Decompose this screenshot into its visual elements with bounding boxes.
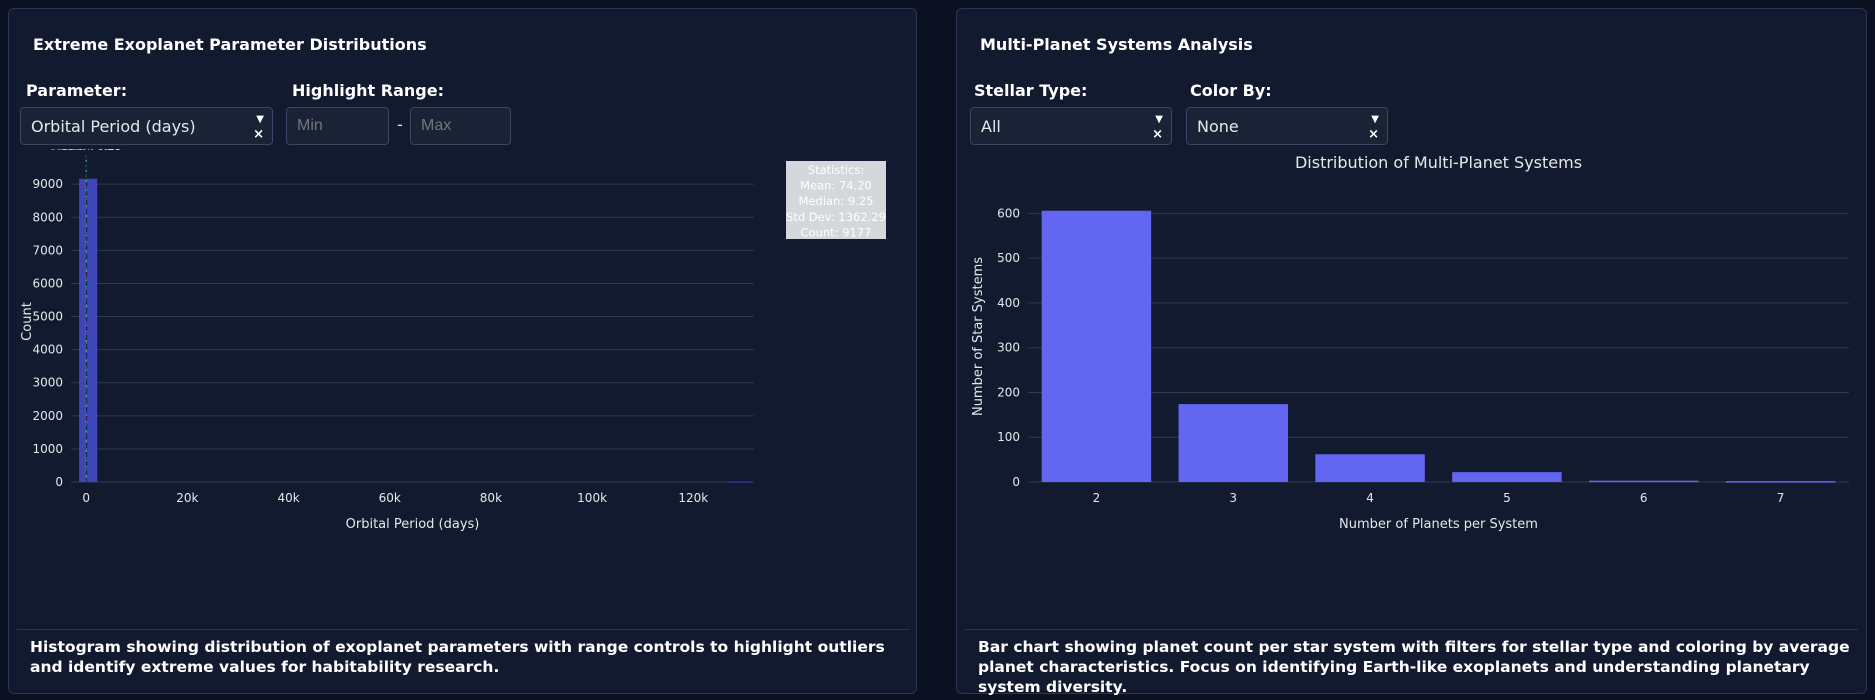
y-tick-label: 2000 — [32, 409, 63, 423]
mean-label: Mean: 74.20 — [52, 149, 121, 153]
clear-x-icon[interactable]: × — [1368, 127, 1379, 142]
x-tick-label: 2 — [1093, 491, 1101, 505]
histogram-bar — [79, 178, 98, 482]
x-tick-label: 80k — [480, 491, 502, 505]
caption-divider — [965, 629, 1858, 630]
panel-title: Multi-Planet Systems Analysis — [980, 35, 1253, 54]
y-tick-label: 300 — [997, 341, 1020, 355]
panel-title: Extreme Exoplanet Parameter Distribution… — [33, 35, 427, 54]
y-tick-label: 400 — [997, 296, 1020, 310]
y-axis-title: Count — [20, 302, 35, 341]
y-tick-label: 5000 — [32, 310, 63, 324]
bar — [1315, 454, 1425, 482]
statistics-line: Count: 9177 — [801, 225, 872, 239]
x-tick-label: 7 — [1777, 491, 1785, 505]
parameter-distribution-panel: Extreme Exoplanet Parameter Distribution… — [8, 8, 917, 694]
bar — [1041, 210, 1152, 482]
caret-down-icon[interactable]: ▼ — [256, 114, 264, 125]
y-axis-title: Number of Star Systems — [971, 257, 986, 416]
bar — [1589, 480, 1699, 483]
color-by-dropdown[interactable]: None ▼ × — [1186, 107, 1388, 145]
median-label: Median: 9.25 — [50, 149, 122, 153]
parameter-value: Orbital Period (days) — [31, 117, 196, 136]
histogram-caption: Histogram showing distribution of exopla… — [30, 638, 885, 676]
range-dash: - — [397, 115, 403, 134]
x-tick-label: 20k — [176, 491, 198, 505]
color-by-value: None — [1197, 117, 1239, 136]
y-tick-label: 500 — [997, 251, 1020, 265]
x-tick-label: 0 — [82, 491, 90, 505]
bar — [1178, 404, 1288, 482]
x-tick-label: 40k — [277, 491, 299, 505]
clear-x-icon[interactable]: × — [1152, 127, 1163, 142]
y-tick-label: 6000 — [32, 276, 63, 290]
range-max-input[interactable] — [410, 107, 511, 145]
y-tick-label: 1000 — [32, 442, 63, 456]
chart-title: Distribution of Multi-Planet Systems — [1295, 153, 1582, 172]
color-by-label: Color By: — [1190, 81, 1272, 100]
caret-down-icon[interactable]: ▼ — [1371, 114, 1379, 125]
multi-planet-bar-chart[interactable]: Distribution of Multi-Planet Systems 0 100… — [957, 149, 1866, 629]
y-tick-label: 600 — [997, 206, 1020, 220]
x-tick-label: 60k — [379, 491, 401, 505]
y-tick-label: 8000 — [32, 210, 63, 224]
highlight-range-label: Highlight Range: — [292, 81, 444, 100]
stellar-type-label: Stellar Type: — [974, 81, 1088, 100]
range-min-input[interactable] — [286, 107, 389, 145]
histogram-bar — [728, 481, 752, 483]
statistics-box — [786, 161, 886, 239]
histogram-chart[interactable]: 0 1000 2000 3000 4000 5000 6000 7000 8000 9000 0 20… — [9, 149, 916, 629]
x-axis-title: Orbital Period (days) — [346, 517, 480, 532]
y-tick-label: 0 — [1012, 475, 1020, 489]
x-axis-title: Number of Planets per System — [1339, 517, 1538, 532]
caret-down-icon[interactable]: ▼ — [1155, 114, 1163, 125]
stellar-type-value: All — [981, 117, 1001, 136]
multi-planet-panel: Multi-Planet Systems Analysis Stellar Ty… — [956, 8, 1867, 696]
x-tick-label: 4 — [1366, 491, 1374, 505]
statistics-line: Median: 9.25 — [799, 194, 874, 208]
y-tick-label: 7000 — [32, 243, 63, 257]
parameter-dropdown[interactable]: Orbital Period (days) ▼ × — [20, 107, 273, 145]
y-tick-label: 3000 — [32, 376, 63, 390]
y-tick-label: 100 — [997, 430, 1020, 444]
x-tick-label: 120k — [678, 491, 708, 505]
x-tick-label: 3 — [1229, 491, 1237, 505]
clear-x-icon[interactable]: × — [253, 127, 264, 142]
parameter-label: Parameter: — [26, 81, 128, 100]
y-tick-label: 0 — [55, 475, 63, 489]
x-tick-label: 100k — [577, 491, 607, 505]
statistics-line: Statistics: — [808, 163, 864, 177]
bar — [1725, 481, 1836, 483]
y-tick-label: 9000 — [32, 177, 63, 191]
stellar-type-dropdown[interactable]: All ▼ × — [970, 107, 1172, 145]
y-tick-label: 200 — [997, 385, 1020, 399]
x-tick-label: 5 — [1503, 491, 1511, 505]
bar — [1452, 472, 1562, 482]
bar-chart-caption: Bar chart showing planet count per star … — [978, 638, 1850, 696]
y-tick-label: 4000 — [32, 343, 63, 357]
statistics-line: Mean: 74.20 — [800, 179, 872, 193]
caption-divider — [17, 629, 910, 630]
statistics-line: Std Dev: 1362.29 — [786, 210, 886, 224]
x-tick-label: 6 — [1640, 491, 1648, 505]
